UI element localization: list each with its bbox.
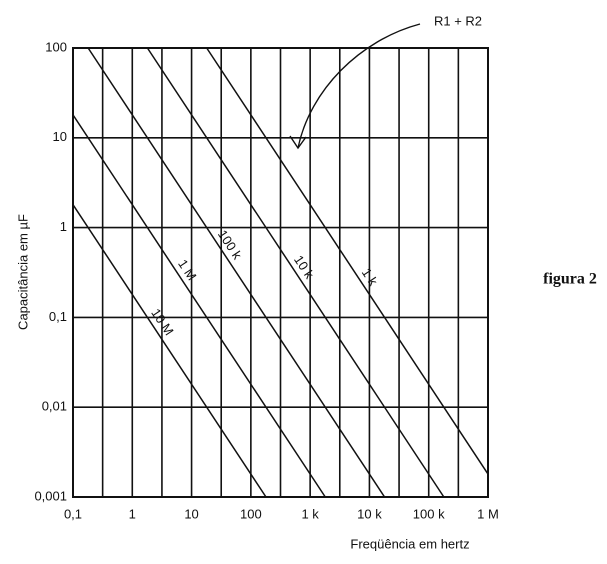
y-tick-label: 0,01 — [42, 399, 67, 414]
x-tick-label: 10 — [184, 506, 198, 521]
x-tick-label: 100 — [240, 506, 262, 521]
x-tick-label: 1 M — [477, 506, 499, 521]
series-line — [87, 47, 386, 498]
line-label: 10 M — [148, 306, 176, 338]
x-tick-label: 0,1 — [64, 506, 82, 521]
line-label: 1 M — [175, 257, 199, 283]
series-line — [72, 114, 326, 498]
series-line — [146, 47, 445, 498]
plot-frame — [72, 47, 489, 498]
y-tick-label: 0,001 — [34, 488, 67, 503]
x-tick-label: 100 k — [413, 506, 445, 521]
series-line — [72, 204, 267, 498]
y-tick-label: 10 — [53, 129, 67, 144]
y-axis-label: Capacitância em µF — [15, 214, 30, 330]
line-label: 10 k — [291, 253, 317, 282]
y-tick-label: 100 — [45, 39, 67, 54]
x-tick-label: 1 — [129, 506, 136, 521]
y-tick-label: 1 — [60, 219, 67, 234]
line-label: 1 k — [359, 265, 381, 288]
annotation: R1 + R2 — [434, 13, 482, 28]
x-tick-label: 1 k — [301, 506, 319, 521]
line-label: 100 k — [215, 227, 245, 262]
caption: figura 2 — [543, 271, 597, 288]
x-axis-label: Freqüência em hertz — [350, 536, 469, 551]
y-tick-label: 0,1 — [49, 309, 67, 324]
annotation-arrow — [297, 23, 421, 149]
annotation-arrowhead — [289, 135, 307, 150]
series-line — [206, 47, 489, 475]
x-tick-label: 10 k — [357, 506, 382, 521]
